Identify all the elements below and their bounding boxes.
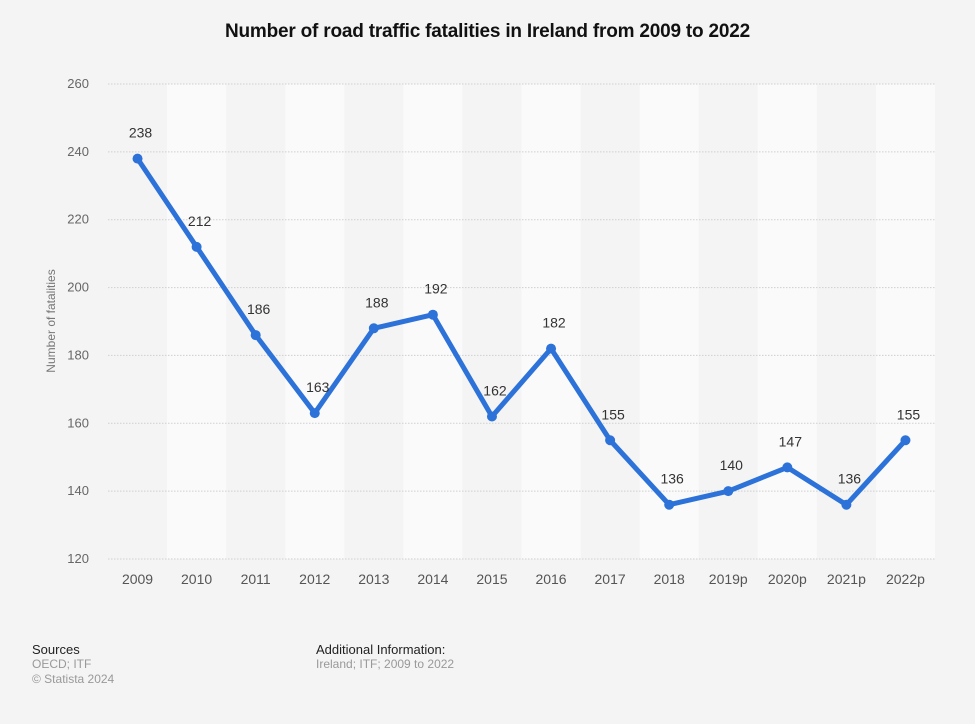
y-tick-label: 220 [67, 212, 89, 227]
data-point[interactable] [427, 309, 438, 320]
data-label: 136 [838, 471, 862, 487]
column-stripes [167, 84, 935, 559]
x-tick-label: 2016 [535, 571, 566, 587]
data-label: 192 [424, 281, 448, 297]
x-tick-label: 2013 [358, 571, 389, 587]
data-point[interactable] [900, 435, 911, 446]
data-label: 188 [365, 294, 389, 310]
data-label: 163 [306, 379, 330, 395]
x-axis-ticks: 2009 2010 2011 2012 2013 2014 2015 2016 2017 2018… [122, 571, 925, 587]
data-label: 155 [601, 406, 625, 422]
data-label: 147 [779, 433, 803, 449]
x-tick-label: 2010 [181, 571, 212, 587]
data-point[interactable] [605, 435, 616, 446]
data-point[interactable] [664, 499, 675, 510]
data-point[interactable] [546, 343, 557, 354]
data-point[interactable] [782, 462, 793, 473]
y-tick-label: 200 [67, 280, 89, 295]
data-point[interactable] [723, 486, 734, 497]
data-point[interactable] [841, 499, 852, 510]
x-tick-label: 2021p [827, 571, 866, 587]
y-tick-label: 160 [67, 415, 89, 430]
data-label: 182 [542, 315, 566, 331]
x-tick-label: 2012 [299, 571, 330, 587]
x-tick-label: 2017 [595, 571, 626, 587]
copyright-text: © Statista 2024 [32, 672, 115, 686]
series-fatalities [135, 156, 908, 508]
column-stripe [167, 84, 227, 559]
y-tick-label: 260 [67, 76, 89, 91]
data-label: 140 [720, 457, 744, 473]
data-point[interactable] [191, 241, 202, 252]
data-point[interactable] [309, 408, 320, 419]
y-axis-title: Number of fatalities [44, 269, 58, 372]
data-label: 186 [247, 301, 271, 317]
x-tick-label: 2018 [654, 571, 685, 587]
x-tick-label: 2009 [122, 571, 153, 587]
data-label: 136 [660, 471, 684, 487]
series-line [135, 156, 908, 508]
additional-info-block: Additional Information: Ireland; ITF; 20… [316, 642, 454, 672]
x-tick-label: 2020p [768, 571, 807, 587]
x-tick-label: 2014 [417, 571, 448, 587]
y-tick-label: 240 [67, 144, 89, 159]
data-point[interactable] [250, 330, 261, 341]
data-labels: 238 212 186 163 188 192 162 182 155 136 140 147 136 1… [129, 125, 921, 487]
column-stripe [875, 84, 935, 559]
x-tick-label: 2015 [476, 571, 507, 587]
data-label: 155 [897, 406, 921, 422]
additional-info-text: Ireland; ITF; 2009 to 2022 [316, 657, 455, 671]
column-stripe [639, 84, 699, 559]
column-stripe [521, 84, 581, 559]
data-point[interactable] [132, 153, 143, 164]
data-label: 238 [129, 125, 153, 141]
y-axis-ticks: 120 140 160 180 200 220 240 260 [67, 76, 89, 566]
y-tick-label: 180 [67, 347, 89, 362]
sources-heading: Sources [32, 642, 80, 657]
y-tick-label: 140 [67, 483, 89, 498]
x-tick-label: 2022p [886, 571, 925, 587]
sources-text[interactable]: OECD; ITF [32, 657, 92, 671]
data-points [132, 153, 911, 510]
chart-title: Number of road traffic fatalities in Ire… [224, 21, 751, 42]
data-label: 162 [483, 383, 507, 399]
column-stripe [285, 84, 345, 559]
data-point[interactable] [368, 323, 379, 334]
y-tick-label: 120 [67, 551, 89, 566]
additional-info-heading: Additional Information: [316, 642, 446, 657]
x-tick-label: 2011 [241, 571, 271, 587]
data-point[interactable] [486, 411, 497, 422]
column-stripe [757, 84, 817, 559]
x-tick-label: 2019p [709, 571, 748, 587]
data-label: 212 [188, 213, 212, 229]
sources-block: Sources OECD; ITF © Statista 2024 [32, 642, 114, 687]
